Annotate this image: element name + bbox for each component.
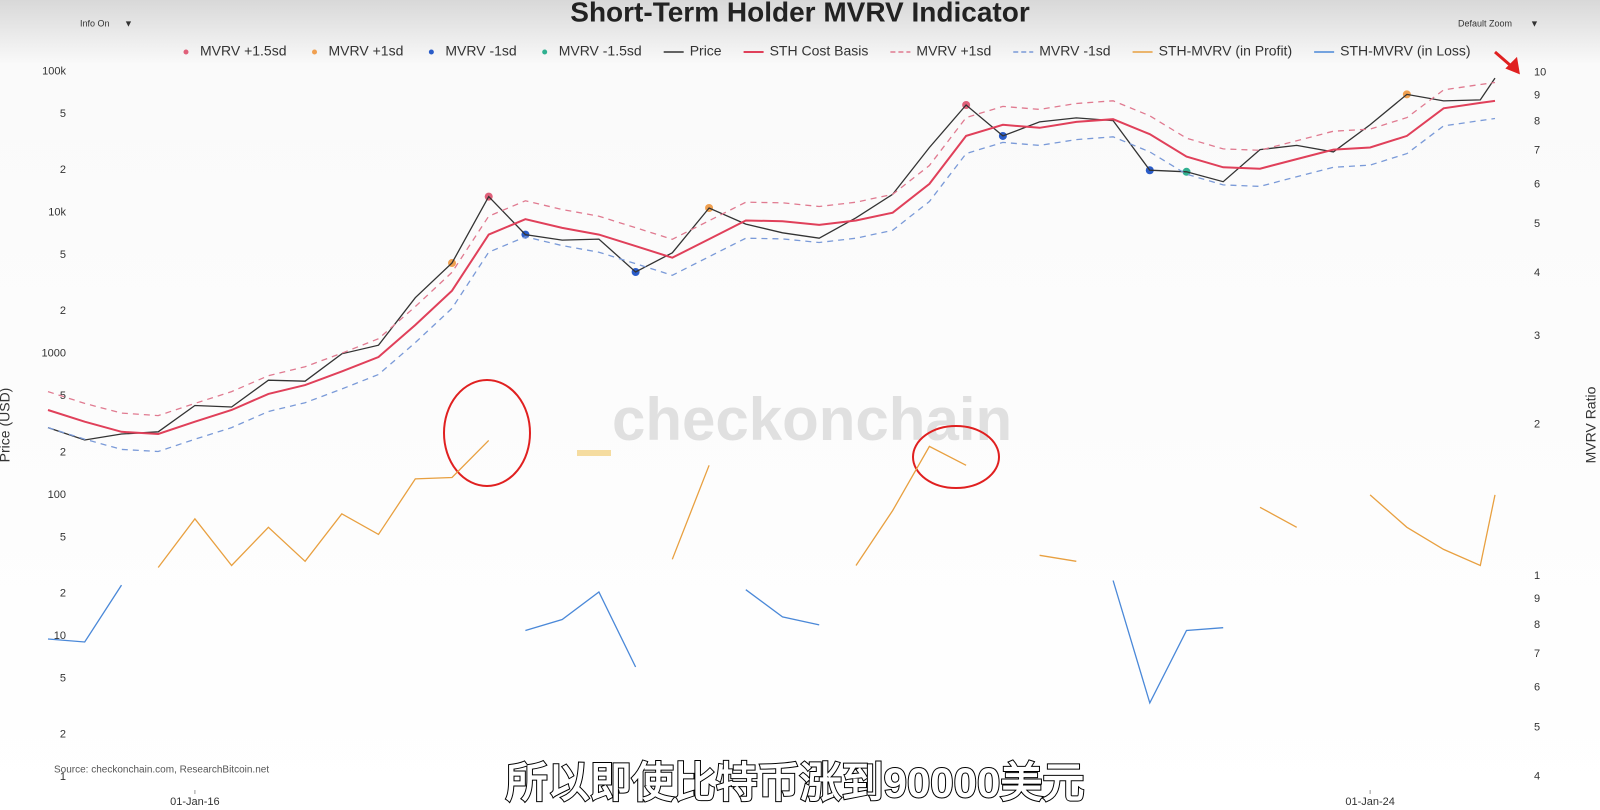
- y-tick-label: 2: [60, 305, 66, 317]
- y2-tick-label: 9: [1534, 593, 1540, 605]
- dropdown-arrow[interactable]: ▼: [124, 18, 133, 28]
- y2-tick-label: 1: [1534, 570, 1540, 582]
- legend-label: MVRV +1sd: [329, 43, 404, 59]
- y2-tick-label: 4: [1534, 770, 1540, 782]
- y2-tick-label: 5: [1534, 722, 1540, 734]
- legend-item[interactable]: MVRV +1sd: [312, 43, 403, 59]
- watermark: checkonchain: [612, 386, 1012, 453]
- series-line: [157, 439, 1496, 568]
- y-axis-label: Price (USD): [0, 388, 13, 463]
- legend-item[interactable]: STH-MVRV (in Loss): [1314, 43, 1471, 59]
- y-tick-label: 2: [60, 587, 66, 599]
- y2-tick-label: 2: [1534, 418, 1540, 430]
- legend-label: Price: [690, 43, 722, 59]
- legend-label: MVRV +1.5sd: [200, 43, 287, 59]
- series-line: [47, 99, 1496, 436]
- y2-tick-label: 7: [1534, 648, 1540, 660]
- legend-item[interactable]: MVRV +1.5sd: [183, 43, 287, 59]
- legend-item[interactable]: Price: [663, 43, 722, 59]
- legend-item[interactable]: MVRV -1sd: [428, 43, 517, 59]
- watermark-bar: [577, 450, 611, 456]
- info-toggle[interactable]: Info On: [80, 18, 110, 28]
- legend-label: MVRV -1sd: [445, 43, 516, 59]
- series-line: [47, 77, 1496, 441]
- y-tick-label: 10: [54, 630, 66, 642]
- x-tick-label: 01-Jan-16: [170, 796, 220, 808]
- y2-tick-label: 8: [1534, 619, 1540, 631]
- legend-label: MVRV -1.5sd: [559, 43, 642, 59]
- x-tick-label: 01-Jan-24: [1345, 796, 1395, 808]
- arrow-annotation: [1494, 50, 1520, 75]
- zoom-select[interactable]: Default Zoom: [1458, 18, 1512, 28]
- legend-label: MVRV -1sd: [1039, 43, 1110, 59]
- plot: 12510251002510002510k25100k4567891234567…: [42, 43, 1547, 808]
- y2-tick-label: 6: [1534, 682, 1540, 694]
- y-tick-label: 2: [60, 164, 66, 176]
- legend-swatch: [542, 49, 548, 55]
- legend-swatch: [428, 49, 434, 55]
- y2-tick-label: 10: [1534, 67, 1546, 79]
- legend-label: STH Cost Basis: [770, 43, 869, 59]
- legend-label: STH-MVRV (in Profit): [1159, 43, 1293, 59]
- highlight-circle: [443, 379, 531, 487]
- series-line: [47, 81, 1496, 417]
- y-tick-label: 5: [60, 249, 66, 261]
- legend-item[interactable]: STH Cost Basis: [743, 43, 869, 59]
- y-tick-label: 10k: [48, 207, 66, 219]
- y-tick-label: 1000: [42, 348, 66, 360]
- source: Source: checkonchain.com, ResearchBitcoi…: [54, 765, 269, 776]
- legend-swatch: [183, 49, 189, 55]
- legend-label: MVRV +1sd: [916, 43, 991, 59]
- dropdown-arrow[interactable]: ▼: [1530, 18, 1539, 28]
- highlight-circle: [912, 425, 1000, 489]
- video-caption: 所以即使比特币涨到90000美元: [506, 759, 1085, 806]
- y2-tick-label: 7: [1534, 145, 1540, 157]
- legend-item[interactable]: MVRV -1.5sd: [542, 43, 642, 59]
- y2-axis-label: MVRV Ratio: [1583, 386, 1599, 463]
- y-tick-label: 100: [48, 489, 66, 501]
- y-tick-label: 5: [60, 672, 66, 684]
- y2-tick-label: 3: [1534, 330, 1540, 342]
- y2-tick-label: 9: [1534, 90, 1540, 102]
- y-tick-label: 100k: [42, 66, 66, 78]
- y-tick-label: 2: [60, 729, 66, 741]
- y-tick-label: 5: [60, 531, 66, 543]
- y-tick-label: 2: [60, 446, 66, 458]
- chart-title: Short-Term Holder MVRV Indicator: [570, 0, 1030, 27]
- y2-tick-label: 5: [1534, 218, 1540, 230]
- legend-label: STH-MVRV (in Loss): [1340, 43, 1470, 59]
- y-tick-label: 1: [60, 771, 66, 783]
- y2-tick-label: 8: [1534, 115, 1540, 127]
- y2-tick-label: 6: [1534, 178, 1540, 190]
- series-line: [47, 117, 1496, 453]
- legend-swatch: [312, 49, 318, 55]
- legend-item[interactable]: MVRV +1sd: [890, 43, 991, 59]
- y2-tick-label: 4: [1534, 267, 1540, 279]
- legend-item[interactable]: MVRV -1sd: [1013, 43, 1111, 59]
- y-tick-label: 5: [60, 108, 66, 120]
- legend-item[interactable]: STH-MVRV (in Profit): [1132, 43, 1293, 59]
